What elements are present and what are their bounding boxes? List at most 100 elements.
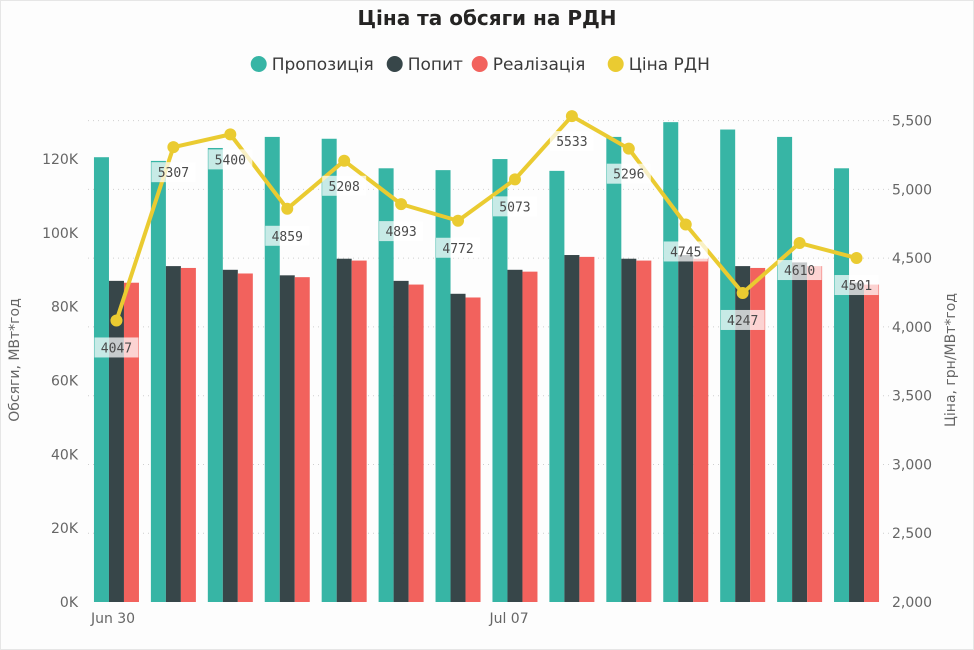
- bar-supply[interactable]: [435, 170, 451, 602]
- bar-demand[interactable]: [735, 266, 751, 602]
- bar-demand[interactable]: [336, 258, 352, 602]
- legend-label: Ціна РДН: [629, 55, 710, 75]
- data-label-bg: [834, 275, 879, 296]
- price-point[interactable]: [508, 173, 521, 186]
- left-tick-label: 20K: [51, 521, 79, 537]
- price-point[interactable]: [338, 154, 351, 167]
- bar-demand[interactable]: [621, 258, 637, 602]
- price-data-label: 5296: [613, 168, 644, 183]
- price-point[interactable]: [452, 214, 465, 227]
- data-label-bg: [265, 225, 310, 246]
- data-label-bg: [322, 175, 367, 196]
- data-label-bg: [663, 241, 708, 262]
- left-tick-label: 0K: [60, 595, 79, 611]
- price-point[interactable]: [679, 218, 692, 231]
- x-tick-label: Jul 07: [488, 611, 528, 627]
- bar-supply[interactable]: [378, 168, 394, 603]
- price-point[interactable]: [167, 141, 180, 154]
- price-point[interactable]: [110, 314, 123, 327]
- bar-supply[interactable]: [834, 168, 850, 603]
- price-data-label: 5400: [215, 153, 246, 168]
- bar-sales[interactable]: [750, 267, 766, 602]
- bar-demand[interactable]: [393, 280, 409, 602]
- bar-sales[interactable]: [237, 273, 253, 602]
- legend-item[interactable]: Ціна РДН: [607, 55, 710, 75]
- bar-supply[interactable]: [492, 159, 508, 602]
- bar-sales[interactable]: [579, 256, 595, 602]
- price-data-label: 5208: [329, 180, 360, 195]
- bar-supply[interactable]: [321, 138, 337, 602]
- bar-sales[interactable]: [408, 284, 424, 602]
- bar-demand[interactable]: [849, 282, 865, 602]
- data-label-bg: [606, 163, 651, 184]
- price-point[interactable]: [281, 202, 294, 215]
- bar-sales[interactable]: [807, 266, 823, 602]
- bar-sales[interactable]: [351, 260, 367, 602]
- legend-item[interactable]: Реалізація: [471, 55, 586, 75]
- bar-supply[interactable]: [720, 129, 736, 602]
- bar-demand[interactable]: [108, 280, 124, 602]
- right-tick-label: 3,500: [892, 389, 932, 405]
- bar-demand[interactable]: [165, 266, 181, 602]
- data-label-bg: [492, 196, 537, 217]
- bar-demand[interactable]: [564, 255, 580, 602]
- bar-sales[interactable]: [123, 282, 139, 602]
- legend-marker: [386, 56, 403, 72]
- right-axis-title: Ціна, грн/МВт*год: [943, 293, 959, 427]
- price-point[interactable]: [793, 237, 806, 250]
- bar-supply[interactable]: [264, 136, 280, 603]
- price-point[interactable]: [850, 252, 863, 265]
- legend-label: Реалізація: [493, 55, 586, 75]
- bar-sales[interactable]: [522, 271, 538, 602]
- bar-demand[interactable]: [678, 255, 694, 602]
- right-tick-label: 5,500: [892, 114, 932, 130]
- price-line-path: [114, 114, 858, 322]
- x-tick-label: Jun 30: [90, 611, 135, 627]
- bar-demand[interactable]: [222, 269, 238, 602]
- bars: [93, 122, 880, 603]
- left-tick-label: 60K: [51, 374, 79, 390]
- right-tick-label: 5,000: [892, 182, 932, 198]
- bar-demand[interactable]: [279, 275, 295, 602]
- bar-supply[interactable]: [549, 170, 565, 602]
- price-point[interactable]: [224, 128, 237, 141]
- left-axis-title: Обсяги, МВт*год: [7, 298, 23, 422]
- legend-marker: [250, 56, 267, 72]
- bar-sales[interactable]: [636, 260, 652, 602]
- bar-demand[interactable]: [450, 293, 466, 602]
- left-tick-label: 120K: [42, 152, 79, 168]
- bar-sales[interactable]: [864, 284, 880, 602]
- bar-sales[interactable]: [693, 258, 709, 602]
- price-line: [110, 110, 863, 327]
- bar-demand[interactable]: [792, 262, 808, 602]
- bar-sales[interactable]: [465, 297, 481, 602]
- bar-demand[interactable]: [507, 269, 523, 602]
- price-point[interactable]: [565, 110, 578, 123]
- legend-item[interactable]: Попит: [386, 55, 463, 75]
- data-label-bg: [151, 162, 196, 183]
- bar-sales[interactable]: [294, 277, 310, 602]
- legend-item[interactable]: Пропозиція: [250, 55, 374, 75]
- bar-supply[interactable]: [777, 136, 793, 603]
- price-data-label: 4610: [784, 264, 815, 279]
- price-data-label: 4893: [385, 225, 416, 240]
- right-tick-label: 4,500: [892, 251, 932, 267]
- price-data-label: 5307: [158, 166, 189, 181]
- price-data-label: 4745: [670, 245, 701, 260]
- bar-supply[interactable]: [606, 136, 622, 603]
- legend[interactable]: Пропозиція Попит Реалізація Ціна РДН: [250, 55, 710, 75]
- data-label-bg: [549, 131, 594, 152]
- bar-supply[interactable]: [207, 147, 223, 602]
- price-point[interactable]: [622, 142, 635, 155]
- price-data-label: 4501: [841, 279, 872, 294]
- data-label-bg: [777, 260, 822, 281]
- legend-label: Попит: [408, 55, 463, 75]
- price-point[interactable]: [395, 198, 408, 211]
- bar-supply[interactable]: [663, 122, 679, 602]
- right-tick-label: 4,000: [892, 320, 932, 336]
- bar-supply[interactable]: [150, 160, 166, 602]
- bar-supply[interactable]: [93, 157, 109, 602]
- price-point[interactable]: [736, 286, 749, 299]
- bar-sales[interactable]: [180, 267, 196, 602]
